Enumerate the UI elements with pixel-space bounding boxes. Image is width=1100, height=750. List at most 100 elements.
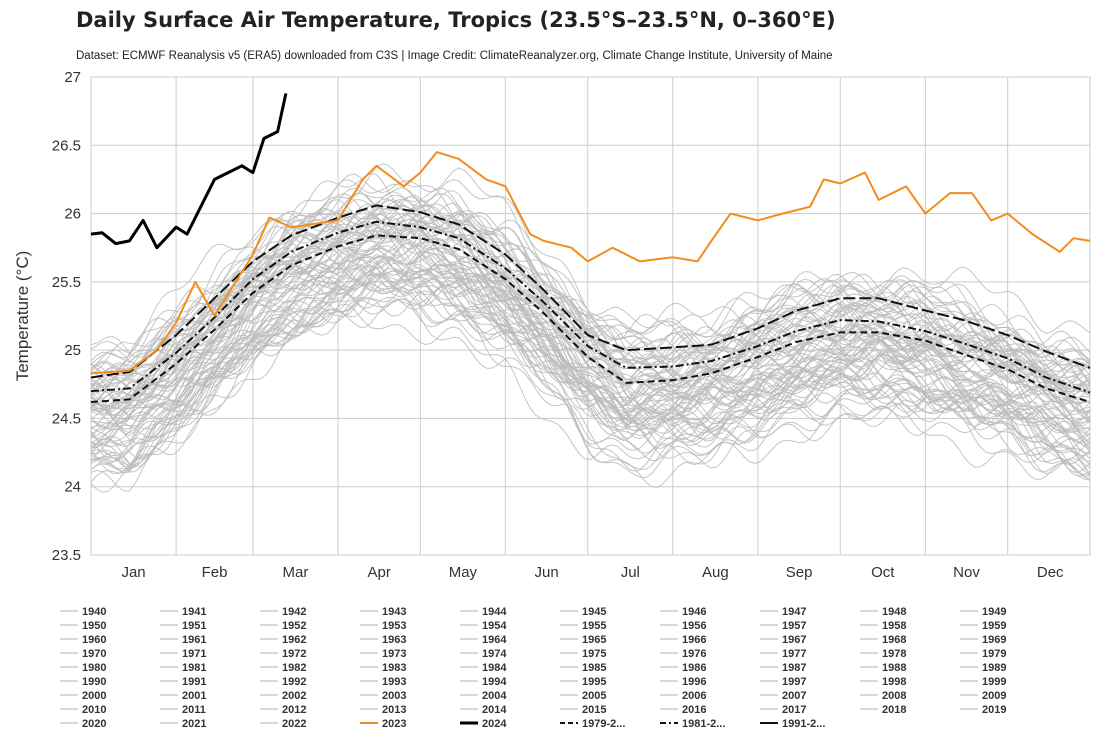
legend-item-1943[interactable]: 1943 xyxy=(360,606,406,618)
legend-item-1996[interactable]: 1996 xyxy=(660,676,706,688)
legend-item-1953[interactable]: 1953 xyxy=(360,620,406,632)
legend-item-2004[interactable]: 2004 xyxy=(460,690,507,702)
legend-item-1947[interactable]: 1947 xyxy=(760,606,806,618)
legend-item-1952[interactable]: 1952 xyxy=(260,620,306,632)
legend-item-1962[interactable]: 1962 xyxy=(260,634,306,646)
legend-item-1980[interactable]: 1980 xyxy=(60,662,106,674)
legend-item-1964[interactable]: 1964 xyxy=(460,634,507,646)
legend-item-2002[interactable]: 2002 xyxy=(260,690,306,702)
legend-item-1977[interactable]: 1977 xyxy=(760,648,806,660)
series-line-1948 xyxy=(90,270,1091,463)
legend-item-1970[interactable]: 1970 xyxy=(60,648,106,660)
legend-item-2023[interactable]: 2023 xyxy=(360,718,406,730)
legend-item-2017[interactable]: 2017 xyxy=(760,704,806,716)
legend-item-2015[interactable]: 2015 xyxy=(560,704,606,716)
legend-item-1945[interactable]: 1945 xyxy=(560,606,606,618)
legend-item-1987[interactable]: 1987 xyxy=(760,662,806,674)
legend-item-2011[interactable]: 2011 xyxy=(160,704,206,716)
series-line-1975 xyxy=(90,270,1091,492)
legend-item-1976[interactable]: 1976 xyxy=(660,648,706,660)
legend-item-19912[interactable]: 1991-2... xyxy=(760,718,825,730)
legend-item-1959[interactable]: 1959 xyxy=(960,620,1006,632)
legend-item-1989[interactable]: 1989 xyxy=(960,662,1006,674)
legend-label: 1978 xyxy=(882,648,906,660)
legend-item-1981[interactable]: 1981 xyxy=(160,662,206,674)
legend-item-1995[interactable]: 1995 xyxy=(560,676,606,688)
legend-item-1986[interactable]: 1986 xyxy=(660,662,706,674)
legend-item-1966[interactable]: 1966 xyxy=(660,634,706,646)
legend-item-2005[interactable]: 2005 xyxy=(560,690,606,702)
legend-item-2007[interactable]: 2007 xyxy=(760,690,806,702)
legend-item-2006[interactable]: 2006 xyxy=(660,690,706,702)
legend-label: 1973 xyxy=(382,648,406,660)
legend-item-19812[interactable]: 1981-2... xyxy=(660,718,725,730)
legend-item-1972[interactable]: 1972 xyxy=(260,648,306,660)
series-line-1958 xyxy=(90,258,1091,437)
legend-item-2014[interactable]: 2014 xyxy=(460,704,507,716)
y-tick-label: 26 xyxy=(64,206,81,223)
legend-item-2019[interactable]: 2019 xyxy=(960,704,1006,716)
legend-item-1982[interactable]: 1982 xyxy=(260,662,306,674)
legend-item-1967[interactable]: 1967 xyxy=(760,634,806,646)
legend-item-2012[interactable]: 2012 xyxy=(260,704,306,716)
legend-item-1950[interactable]: 1950 xyxy=(60,620,106,632)
legend-item-1944[interactable]: 1944 xyxy=(460,606,507,618)
legend-item-1985[interactable]: 1985 xyxy=(560,662,606,674)
legend-item-1992[interactable]: 1992 xyxy=(260,676,306,688)
legend-item-2016[interactable]: 2016 xyxy=(660,704,706,716)
legend-item-1978[interactable]: 1978 xyxy=(860,648,906,660)
legend-item-1994[interactable]: 1994 xyxy=(460,676,507,688)
legend-item-1975[interactable]: 1975 xyxy=(560,648,606,660)
legend-item-1954[interactable]: 1954 xyxy=(460,620,507,632)
legend-item-1990[interactable]: 1990 xyxy=(60,676,106,688)
legend-item-2010[interactable]: 2010 xyxy=(60,704,106,716)
legend-item-1984[interactable]: 1984 xyxy=(460,662,507,674)
legend-item-2013[interactable]: 2013 xyxy=(360,704,406,716)
legend-label: 1975 xyxy=(582,648,606,660)
legend-item-1961[interactable]: 1961 xyxy=(160,634,206,646)
legend-item-1957[interactable]: 1957 xyxy=(760,620,806,632)
legend-item-1999[interactable]: 1999 xyxy=(960,676,1006,688)
legend-item-1963[interactable]: 1963 xyxy=(360,634,406,646)
legend-item-1971[interactable]: 1971 xyxy=(160,648,206,660)
legend-item-2009[interactable]: 2009 xyxy=(960,690,1006,702)
legend-item-1979[interactable]: 1979 xyxy=(960,648,1006,660)
legend-item-2020[interactable]: 2020 xyxy=(60,718,106,730)
legend-item-1993[interactable]: 1993 xyxy=(360,676,406,688)
legend-item-2024[interactable]: 2024 xyxy=(460,718,507,730)
legend-item-2000[interactable]: 2000 xyxy=(60,690,106,702)
legend-item-1940[interactable]: 1940 xyxy=(60,606,106,618)
legend-item-1973[interactable]: 1973 xyxy=(360,648,406,660)
legend-item-2003[interactable]: 2003 xyxy=(360,690,406,702)
legend-item-2001[interactable]: 2001 xyxy=(160,690,206,702)
legend-item-1941[interactable]: 1941 xyxy=(160,606,206,618)
legend-item-1960[interactable]: 1960 xyxy=(60,634,106,646)
legend-item-1958[interactable]: 1958 xyxy=(860,620,906,632)
x-tick-label: Jun xyxy=(534,564,558,581)
legend-item-1951[interactable]: 1951 xyxy=(160,620,206,632)
legend-item-1956[interactable]: 1956 xyxy=(660,620,706,632)
legend-item-2008[interactable]: 2008 xyxy=(860,690,906,702)
legend-item-2022[interactable]: 2022 xyxy=(260,718,306,730)
legend-item-1965[interactable]: 1965 xyxy=(560,634,606,646)
legend-item-1955[interactable]: 1955 xyxy=(560,620,606,632)
legend-item-1942[interactable]: 1942 xyxy=(260,606,306,618)
legend-item-1991[interactable]: 1991 xyxy=(160,676,206,688)
legend-item-2021[interactable]: 2021 xyxy=(160,718,206,730)
legend-item-1974[interactable]: 1974 xyxy=(460,648,507,660)
legend-item-1969[interactable]: 1969 xyxy=(960,634,1006,646)
legend-item-1948[interactable]: 1948 xyxy=(860,606,906,618)
legend-label: 1981-2... xyxy=(682,718,725,730)
legend-item-1997[interactable]: 1997 xyxy=(760,676,806,688)
legend-label: 2008 xyxy=(882,690,906,702)
legend-item-19792[interactable]: 1979-2... xyxy=(560,718,625,730)
legend-item-1998[interactable]: 1998 xyxy=(860,676,906,688)
y-tick-label: 24.5 xyxy=(52,410,81,427)
legend-item-1983[interactable]: 1983 xyxy=(360,662,406,674)
legend-item-1968[interactable]: 1968 xyxy=(860,634,906,646)
legend-label: 1953 xyxy=(382,620,406,632)
legend-item-1949[interactable]: 1949 xyxy=(960,606,1006,618)
legend-item-1946[interactable]: 1946 xyxy=(660,606,706,618)
legend-item-2018[interactable]: 2018 xyxy=(860,704,906,716)
legend-item-1988[interactable]: 1988 xyxy=(860,662,906,674)
